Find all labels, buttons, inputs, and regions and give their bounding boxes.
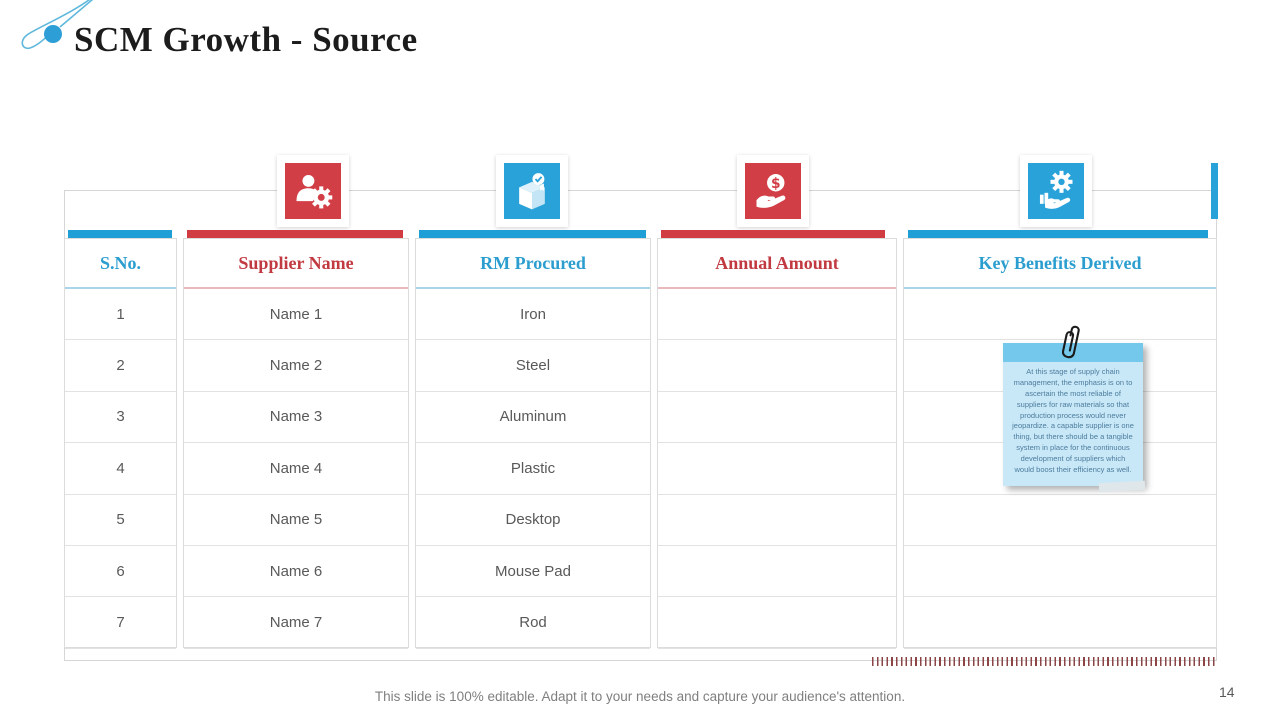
sticky-note: At this stage of supply chain management… <box>1003 343 1143 486</box>
user-gear-icon <box>285 163 341 219</box>
accent-bar <box>908 230 1208 238</box>
table-cell: 4 <box>65 443 176 495</box>
dollar-hand-icon: $ <box>745 163 801 219</box>
table-cell: Plastic <box>416 443 650 495</box>
table-cell: Name 7 <box>184 597 408 649</box>
tick-marks-decoration <box>872 657 1216 666</box>
table-cell: 6 <box>65 546 176 598</box>
accent-bar <box>661 230 885 238</box>
table-cell: Name 5 <box>184 495 408 546</box>
page-title: SCM Growth - Source <box>74 20 418 59</box>
table-column-supplier: Supplier Name Name 1 Name 2 Name 3 Name … <box>183 238 409 649</box>
table-cell: Name 4 <box>184 443 408 495</box>
table-cell <box>658 597 896 649</box>
partial-icon-bar <box>1211 163 1218 219</box>
table-cell <box>904 546 1216 598</box>
amount-icon-frame: $ <box>737 155 809 227</box>
table-cell <box>658 495 896 546</box>
table-cell: Name 3 <box>184 392 408 444</box>
table-cell: Name 2 <box>184 340 408 392</box>
column-header-supplier: Supplier Name <box>184 239 408 289</box>
table-cell <box>904 495 1216 546</box>
thread-loop-decoration <box>21 0 94 50</box>
accent-bar <box>68 230 172 238</box>
column-header-benefits: Key Benefits Derived <box>904 239 1216 289</box>
paperclip-icon <box>1062 325 1080 359</box>
table-cell: Name 6 <box>184 546 408 598</box>
table-cell <box>658 443 896 495</box>
table-cell <box>658 392 896 444</box>
benefits-icon-frame <box>1020 155 1092 227</box>
table-cell: 5 <box>65 495 176 546</box>
table-cell: Mouse Pad <box>416 546 650 598</box>
column-header-amount: Annual Amount <box>658 239 896 289</box>
svg-text:$: $ <box>771 176 781 192</box>
table-cell <box>658 340 896 392</box>
blue-dot-icon <box>44 25 62 43</box>
accent-bar <box>187 230 403 238</box>
table-cell: Desktop <box>416 495 650 546</box>
table-cell: Aluminum <box>416 392 650 444</box>
table-cell: 1 <box>65 289 176 341</box>
table-cell: Iron <box>416 289 650 341</box>
table-cell: 3 <box>65 392 176 444</box>
rm-icon-frame <box>496 155 568 227</box>
column-header-rm: RM Procured <box>416 239 650 289</box>
table-cell: 2 <box>65 340 176 392</box>
accent-bar <box>419 230 646 238</box>
table-cell <box>904 597 1216 649</box>
sticky-note-text: At this stage of supply chain management… <box>1012 367 1134 474</box>
table-cell: 7 <box>65 597 176 649</box>
page-number: 14 <box>1219 684 1235 700</box>
table-cell: Rod <box>416 597 650 649</box>
table-column-rm: RM Procured Iron Steel Aluminum Plastic … <box>415 238 651 649</box>
table-cell <box>658 289 896 341</box>
table-cell: Name 1 <box>184 289 408 341</box>
column-header-sno: S.No. <box>65 239 176 289</box>
package-check-icon <box>504 163 560 219</box>
table-cell <box>658 546 896 598</box>
supplier-icon-frame <box>277 155 349 227</box>
table-cell: Steel <box>416 340 650 392</box>
footer-note: This slide is 100% editable. Adapt it to… <box>374 689 906 704</box>
table-column-amount: Annual Amount <box>657 238 897 649</box>
table-column-sno: S.No. 1 2 3 4 5 6 7 <box>64 238 177 649</box>
table-cell <box>904 289 1216 341</box>
table-cell <box>904 443 1216 495</box>
gear-hand-icon <box>1028 163 1084 219</box>
